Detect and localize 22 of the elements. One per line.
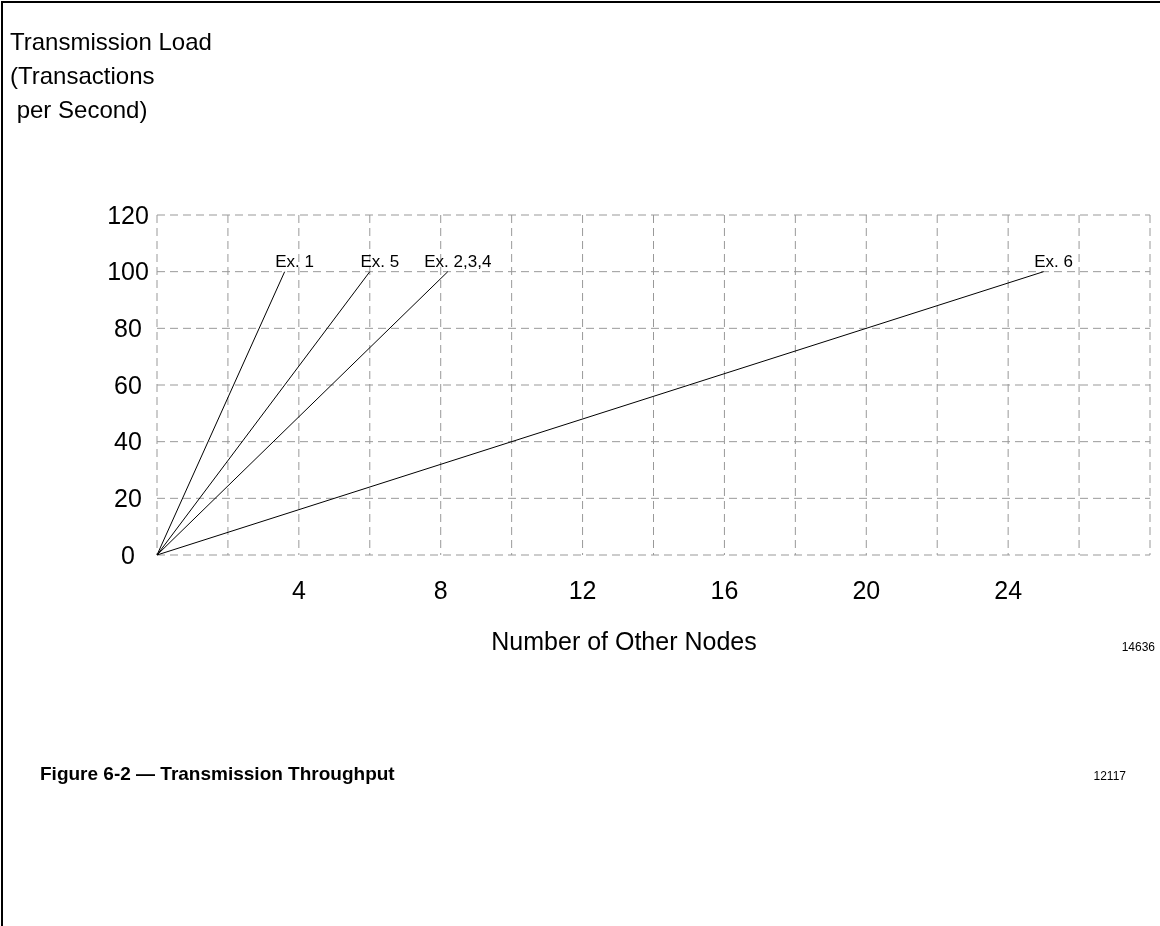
- y-tick-label: 60: [114, 370, 142, 399]
- series-label: Ex. 5: [360, 251, 400, 271]
- y-tick-label: 20: [114, 484, 142, 513]
- x-tick-label: 8: [433, 575, 448, 604]
- text: 14636: [1121, 640, 1156, 654]
- text: 12117: [1093, 769, 1127, 783]
- x-tick-label: 4: [291, 575, 306, 604]
- series-label: Ex. 6: [1034, 251, 1073, 271]
- y-tick-label: 80: [114, 314, 142, 343]
- x-tick-label: 12: [568, 575, 597, 604]
- series-label: Ex. 2,3,4: [424, 251, 492, 271]
- y-tick-label: 0: [121, 540, 135, 569]
- x-tick-label: 16: [710, 575, 739, 604]
- y-tick-label: 100: [107, 257, 149, 286]
- series-label: Ex. 1: [275, 251, 315, 271]
- text: Figure 6-2 — Transmission Throughput: [40, 763, 396, 784]
- x-tick-label: 24: [994, 575, 1023, 604]
- x-tick-label: 20: [852, 575, 881, 604]
- y-tick-label: 120: [107, 200, 149, 229]
- x-axis-title: Number of Other Nodes: [491, 627, 757, 655]
- y-axis-title: Transmission Load (Transactions per Second): [10, 28, 212, 123]
- y-tick-label: 40: [114, 427, 142, 456]
